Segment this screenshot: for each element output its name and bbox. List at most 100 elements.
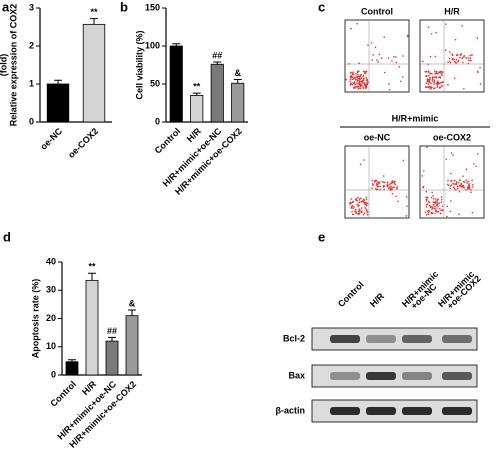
event-dot [372,54,374,56]
event-dot [357,77,359,79]
event-dot [433,79,436,82]
event-dot [363,82,366,84]
event-dot [362,82,364,84]
event-dot [433,76,435,79]
event-dot [355,212,357,215]
event-dot [401,76,404,78]
band [442,372,472,380]
event-dot [388,186,391,189]
bar [231,82,245,123]
x-tick-label: Control [48,379,78,409]
event-dot [450,200,452,202]
event-dot [366,80,369,82]
event-dot [391,60,393,62]
event-dot [427,86,430,89]
event-dot [383,185,386,187]
event-dot [427,63,429,65]
event-dot [390,187,392,190]
event-dot [458,179,461,182]
event-dot [387,187,390,190]
flow-plot [344,19,410,93]
band [402,372,432,380]
event-dot [358,204,360,207]
event-dot [463,181,466,183]
band [402,407,432,415]
event-dot [455,182,458,184]
event-dot [364,203,366,205]
error-bar [88,272,96,281]
event-dot [455,189,457,191]
event-dot [359,201,361,203]
event-dot [358,84,361,86]
event-dot [387,57,390,59]
event-dot [374,179,376,182]
event-dot [362,86,364,88]
event-dot [358,77,361,80]
event-dot [398,65,401,68]
event-dot [395,56,397,58]
event-dot [441,209,443,211]
error-bar [192,92,201,96]
event-dot [467,180,469,183]
event-dot [434,198,437,200]
event-dot [459,56,461,59]
event-dot [426,80,429,83]
event-dot [431,78,434,81]
event-dot [439,76,442,79]
event-dot [437,72,440,74]
event-dot [426,79,429,81]
event-dot [363,83,366,85]
event-dot [357,196,359,199]
event-dot [461,57,463,60]
event-dot [433,83,435,85]
band [442,335,472,343]
event-dot [374,46,377,49]
event-dot [351,73,354,76]
event-dot [388,83,390,85]
event-dot [471,179,473,182]
event-dot [357,213,359,215]
event-dot [359,75,362,78]
bar [46,83,70,123]
plot-title: oe-COX2 [433,132,471,142]
event-dot [454,61,457,64]
event-dot [462,184,465,187]
event-dot [421,175,424,177]
event-dot [427,70,430,72]
event-dot [429,206,432,209]
event-dot [438,202,441,204]
event-dot [433,70,436,72]
event-dot [356,22,359,25]
event-dot [453,77,456,80]
event-dot [374,187,377,190]
event-dot [352,71,354,73]
y-tick-label: 2 [29,40,34,50]
event-dot [362,87,365,89]
event-dot [371,179,374,182]
event-dot [436,83,439,86]
event-dot [430,196,433,199]
event-dot [452,154,454,156]
event-dot [434,212,436,215]
event-dot [446,215,448,218]
event-dot [479,83,482,86]
event-dot [455,58,458,61]
event-dot [378,182,380,185]
band [402,335,432,343]
panel-letter: b [120,0,128,14]
blot-strip [311,327,478,351]
event-dot [349,201,352,204]
event-dot [357,75,360,77]
event-dot [450,180,452,183]
event-dot [352,82,354,84]
event-dot [454,183,457,185]
event-dot [376,59,378,61]
event-dot [467,187,469,190]
event-dot [426,203,429,205]
event-dot [402,55,404,57]
event-dot [366,211,369,213]
event-dot [349,80,352,83]
event-dot [461,185,464,188]
event-dot [433,87,435,90]
event-dot [370,42,373,44]
